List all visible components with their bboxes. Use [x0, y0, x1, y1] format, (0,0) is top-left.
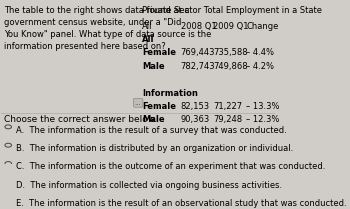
- Text: 79,248: 79,248: [214, 116, 243, 125]
- Text: ...: ...: [135, 100, 141, 106]
- Text: All: All: [142, 23, 153, 32]
- Text: Choose the correct answer below.: Choose the correct answer below.: [4, 115, 157, 124]
- Text: Information: Information: [142, 89, 198, 98]
- Text: Change: Change: [246, 23, 279, 32]
- Text: 769,443: 769,443: [181, 48, 215, 57]
- Text: All: All: [142, 35, 155, 44]
- Text: 782,743: 782,743: [181, 62, 215, 71]
- Text: 90,363: 90,363: [181, 116, 210, 125]
- Text: 82,153: 82,153: [181, 102, 210, 111]
- Text: E.  The information is the result of an observational study that was conducted.: E. The information is the result of an o…: [16, 199, 346, 208]
- Text: Private Sector Total Employment in a State: Private Sector Total Employment in a Sta…: [142, 6, 322, 15]
- Text: D.  The information is collected via ongoing business activities.: D. The information is collected via ongo…: [16, 181, 282, 190]
- Text: 2008 Q1: 2008 Q1: [181, 23, 216, 32]
- Text: 71,227: 71,227: [214, 102, 243, 111]
- Text: C.  The information is the outcome of an experiment that was conducted.: C. The information is the outcome of an …: [16, 162, 325, 171]
- Text: Female: Female: [142, 102, 176, 111]
- Text: – 13.3%: – 13.3%: [246, 102, 280, 111]
- Text: – 4.4%: – 4.4%: [246, 48, 274, 57]
- Text: 2009 Q1: 2009 Q1: [214, 23, 249, 32]
- Text: Male: Male: [142, 116, 165, 125]
- Text: – 4.2%: – 4.2%: [246, 62, 274, 71]
- Text: Male: Male: [142, 62, 165, 71]
- Text: 749,868: 749,868: [214, 62, 248, 71]
- Text: A.  The information is the result of a survey that was conducted.: A. The information is the result of a su…: [16, 126, 287, 135]
- Text: 735,588: 735,588: [214, 48, 248, 57]
- Text: Female: Female: [142, 48, 176, 57]
- Text: The table to the right shows data found at a
government census website, under a : The table to the right shows data found …: [4, 6, 211, 51]
- Text: B.  The information is distributed by an organization or individual.: B. The information is distributed by an …: [16, 144, 293, 153]
- Text: – 12.3%: – 12.3%: [246, 116, 280, 125]
